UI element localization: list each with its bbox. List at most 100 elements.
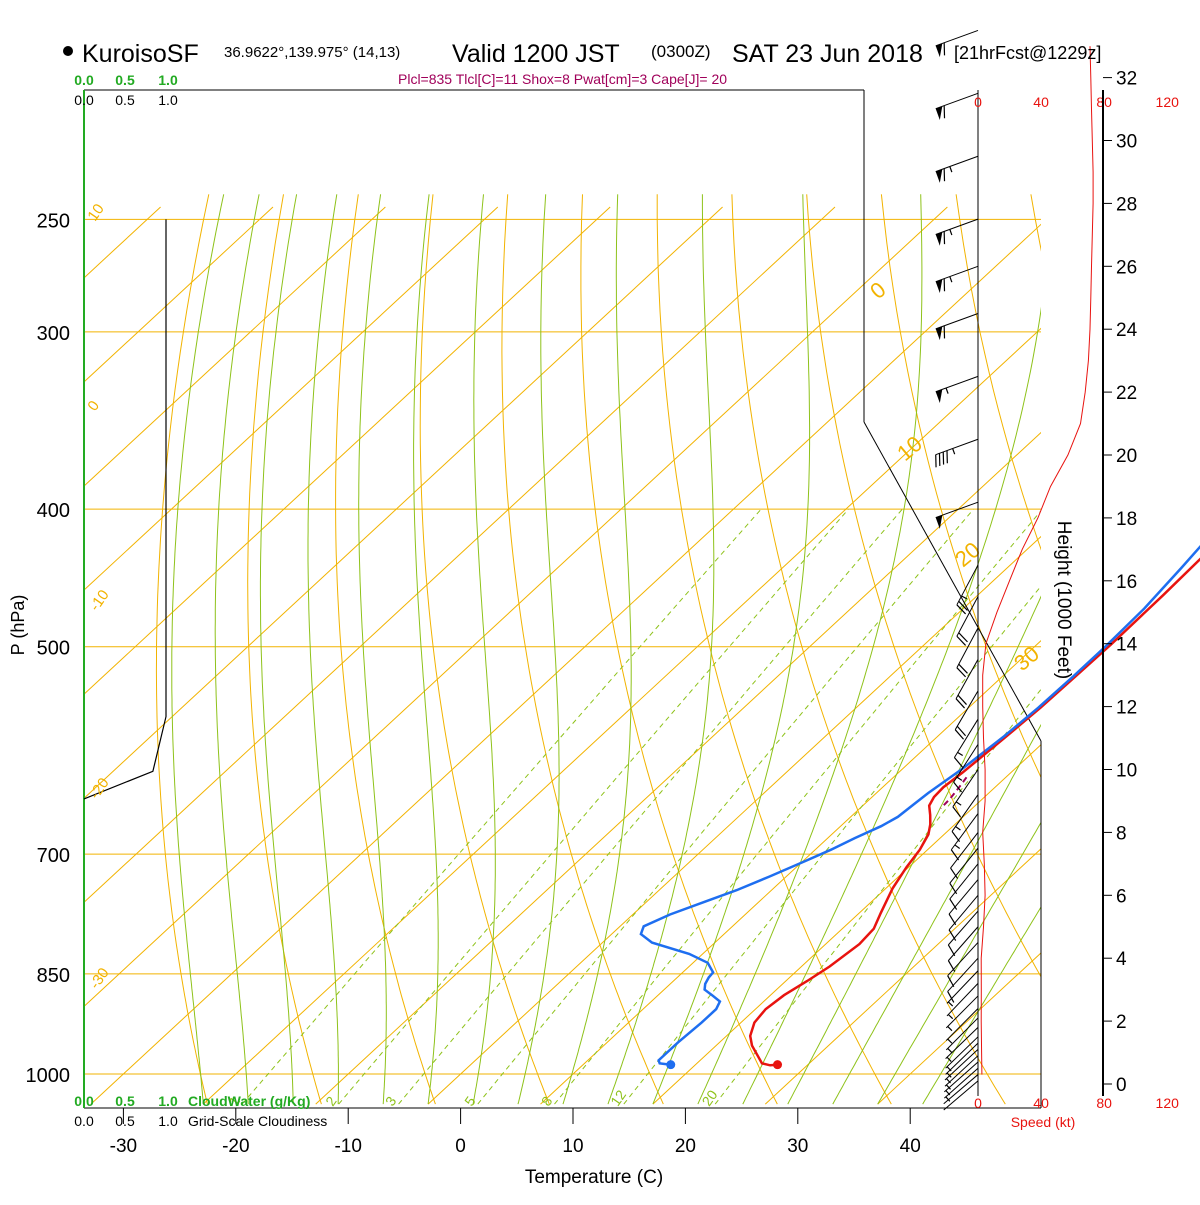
barb-pennant xyxy=(936,389,943,403)
pressure-tick-label: 500 xyxy=(37,638,70,660)
cloud-water-tick-top: 0.0 xyxy=(74,72,94,88)
wind-barb xyxy=(948,942,978,986)
pressure-tick-label: 400 xyxy=(37,500,70,522)
barb-staff xyxy=(936,93,978,108)
mixing-ratio-label: 8 xyxy=(538,1093,556,1109)
height-tick-label: 6 xyxy=(1116,886,1127,907)
speed-tick-label-top: 80 xyxy=(1096,94,1112,110)
barb-half-flag xyxy=(948,1026,952,1030)
wind-barb xyxy=(955,691,978,739)
utc-time: (0300Z) xyxy=(651,42,711,61)
height-tick-label: 28 xyxy=(1116,194,1137,215)
wind-barb xyxy=(936,502,978,529)
barb-half-flag xyxy=(957,777,962,780)
barb-half-flag xyxy=(953,449,955,455)
isotherm-label: -20 xyxy=(86,775,112,803)
cloudiness-tick-top: 1.0 xyxy=(158,92,178,108)
barb-flag xyxy=(951,868,958,878)
surface-temperature-dot xyxy=(773,1060,782,1069)
mixing-ratio-line xyxy=(339,509,849,1104)
speed-tick-label-top: 120 xyxy=(1156,94,1180,110)
surface-dewpoint-dot xyxy=(666,1060,675,1069)
barb-staff xyxy=(951,814,978,850)
isotherm-label: -30 xyxy=(86,965,112,993)
wind-barb xyxy=(957,628,978,677)
barb-pennant xyxy=(936,106,943,120)
temperature-tick-label: 20 xyxy=(675,1136,696,1157)
height-tick-label: 24 xyxy=(1116,320,1138,341)
dry-adiabat xyxy=(156,194,208,1104)
isotherm-line xyxy=(428,207,1200,1104)
speed-tick-label-bottom: 0 xyxy=(974,1095,982,1111)
moist-adiabat xyxy=(653,194,810,1104)
dry-adiabat xyxy=(657,194,891,1104)
isotherm-label: 20 xyxy=(950,537,985,572)
barb-half-flag xyxy=(956,802,961,805)
cloudiness-tick-bottom: 0.5 xyxy=(115,1113,135,1129)
barb-half-flag xyxy=(948,1048,952,1052)
isotherm-label: 30 xyxy=(1009,641,1044,676)
cloudiness-tick-bottom: 0.0 xyxy=(74,1113,94,1129)
isotherm-label: 0 xyxy=(84,398,103,415)
barb-staff xyxy=(944,1081,978,1110)
barb-half-flag xyxy=(946,388,948,394)
height-tick-label: 2 xyxy=(1116,1012,1127,1033)
moist-adiabat xyxy=(698,194,922,1104)
temperature-tick-label: 30 xyxy=(787,1136,808,1157)
barb-half-flag xyxy=(950,277,952,283)
wind-barb xyxy=(936,439,978,467)
barb-flag xyxy=(959,664,968,673)
speed-tick-label-bottom: 40 xyxy=(1033,1095,1049,1111)
barb-staff xyxy=(936,219,978,234)
mixing-ratio-label: 20 xyxy=(699,1087,721,1109)
barb-half-flag xyxy=(955,845,960,849)
speed-axis-title: Speed (kt) xyxy=(1011,1114,1076,1130)
wind-barb xyxy=(936,313,978,340)
temperature-tick-label: -20 xyxy=(222,1136,249,1157)
cloudiness-tick-bottom: 1.0 xyxy=(158,1113,178,1129)
moist-adiabat xyxy=(743,194,1053,1104)
wind-barb xyxy=(936,376,978,403)
speed-tick-label-bottom: 120 xyxy=(1156,1095,1180,1111)
wind-barb xyxy=(954,744,978,792)
barb-flag xyxy=(956,699,965,708)
station-name: KuroisoSF xyxy=(82,40,199,68)
temperature-tick-label: -10 xyxy=(334,1136,361,1157)
mixing-ratio-label: 5 xyxy=(461,1093,479,1109)
moist-adiabat xyxy=(359,194,387,1104)
barb-flag xyxy=(957,636,966,645)
moist-adiabat xyxy=(260,194,296,1104)
dry-adiabat xyxy=(956,194,1200,1104)
wind-barb xyxy=(936,219,978,246)
station-coords: 36.9622°,139.975° (14,13) xyxy=(224,44,400,61)
height-tick-label: 4 xyxy=(1116,949,1127,970)
dry-adiabat xyxy=(1180,194,1200,1104)
wind-barb xyxy=(944,1081,978,1110)
mixing-ratio-line xyxy=(242,509,761,1104)
wind-barb xyxy=(936,156,978,183)
cloud-water-tick-bottom: 0.5 xyxy=(115,1093,135,1109)
mixing-ratio-line xyxy=(399,509,903,1104)
speed-tick-label-top: 0 xyxy=(974,94,982,110)
moist-adiabat-lines xyxy=(172,194,1200,1104)
mixing-ratio-label: 3 xyxy=(382,1093,400,1109)
height-tick-label: 26 xyxy=(1116,257,1137,278)
temperature-tick-label: -30 xyxy=(110,1136,137,1157)
height-tick-label: 30 xyxy=(1116,132,1137,153)
barb-staff xyxy=(951,832,978,868)
height-tick-label: 8 xyxy=(1116,823,1127,844)
barb-pennant xyxy=(936,279,943,293)
pressure-tick-label: 700 xyxy=(37,845,70,867)
cloud-water-tick-top: 0.5 xyxy=(115,72,135,88)
wind-barb xyxy=(948,927,978,972)
frame-right-diagonal xyxy=(864,422,1041,741)
barb-half-flag xyxy=(956,827,961,830)
height-tick-label: 10 xyxy=(1116,761,1137,782)
valid-date: SAT 23 Jun 2018 xyxy=(732,40,923,68)
height-tick-label: 20 xyxy=(1116,446,1137,467)
barb-flag xyxy=(948,945,954,956)
cloud-water-tick-top: 1.0 xyxy=(158,72,178,88)
stability-indices: Plcl=835 Tlcl[C]=11 Shox=8 Pwat[cm]=3 Ca… xyxy=(398,71,727,87)
isobar-lines xyxy=(84,219,1041,1074)
